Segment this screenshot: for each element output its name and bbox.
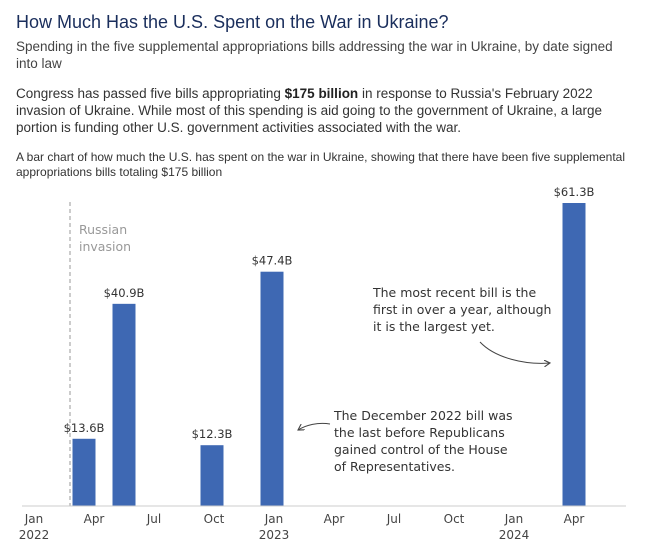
intro-total-amount: $175 billion <box>284 86 359 101</box>
annotation-december-bill: The December 2022 bill was the last befor… <box>298 408 513 474</box>
bar-value-label: $13.6B <box>64 421 105 435</box>
bar <box>260 271 284 506</box>
annotation-december-bill-text: The December 2022 bill was the last befor… <box>333 408 513 474</box>
x-tick-label: Jul <box>146 512 161 526</box>
bar-chart: Russian invasion $13.6B $40.9B $12.3B $47.4B… <box>19 185 626 542</box>
annotation-line: The December 2022 bill was <box>333 408 513 423</box>
invasion-label-line: Russian <box>79 222 127 237</box>
intro-text-after: in response to Russia's February 2022 in… <box>16 86 603 135</box>
x-tick-label: Apr <box>324 512 345 526</box>
bar-value-label: $61.3B <box>554 185 595 199</box>
intro-paragraph: Congress has passed five bills appropria… <box>16 85 631 136</box>
x-axis-ticks: Jan 2022 Apr Jul Oct Jan 2023 Apr Jul Oct Jan 2024 A… <box>19 512 585 542</box>
x-tick-label: Jan <box>24 512 44 526</box>
annotation-recent-bill: The most recent bill is the first in over… <box>372 285 551 363</box>
x-tick-label: Jul <box>386 512 401 526</box>
invasion-label: Russian invasion <box>79 222 131 254</box>
annotation-recent-bill-text: The most recent bill is the first in over… <box>372 285 551 334</box>
x-tick-year-label: 2022 <box>19 528 50 542</box>
annotation-line: the last before Republicans <box>334 425 505 440</box>
bar <box>72 438 96 506</box>
bar <box>200 445 224 506</box>
bars-layer: $13.6B $40.9B $12.3B $47.4B $61.3B <box>64 185 595 506</box>
bar-value-label: $47.4B <box>252 254 293 268</box>
bar-value-label: $40.9B <box>104 286 145 300</box>
bar <box>112 303 136 506</box>
intro-text-before: Congress has passed five bills appropria… <box>16 86 285 101</box>
x-tick-label: Oct <box>204 512 225 526</box>
x-tick-label: Apr <box>564 512 585 526</box>
x-tick-label: Jan <box>504 512 524 526</box>
annotation-line: it is the largest yet. <box>373 319 495 334</box>
x-tick-label: Jan <box>264 512 284 526</box>
annotation-december-bill-arrow <box>298 422 331 430</box>
annotation-line: gained control of the House <box>334 442 508 457</box>
bar <box>562 203 586 506</box>
annotation-line: The most recent bill is the <box>372 285 536 300</box>
annotation-recent-bill-arrow <box>479 341 550 363</box>
x-tick-label: Apr <box>84 512 105 526</box>
x-tick-year-label: 2024 <box>499 528 530 542</box>
x-tick-label: Oct <box>444 512 465 526</box>
x-tick-year-label: 2023 <box>259 528 290 542</box>
chart-description: A bar chart of how much the U.S. has spe… <box>16 150 626 179</box>
chart-subtitle: Spending in the five supplemental approp… <box>16 39 613 71</box>
page-title: How Much Has the U.S. Spent on the War i… <box>16 12 449 32</box>
annotation-line: of Representatives. <box>334 459 455 474</box>
annotation-line: first in over a year, although <box>373 302 551 317</box>
bar-value-label: $12.3B <box>192 427 233 441</box>
invasion-label-line: invasion <box>79 239 131 254</box>
